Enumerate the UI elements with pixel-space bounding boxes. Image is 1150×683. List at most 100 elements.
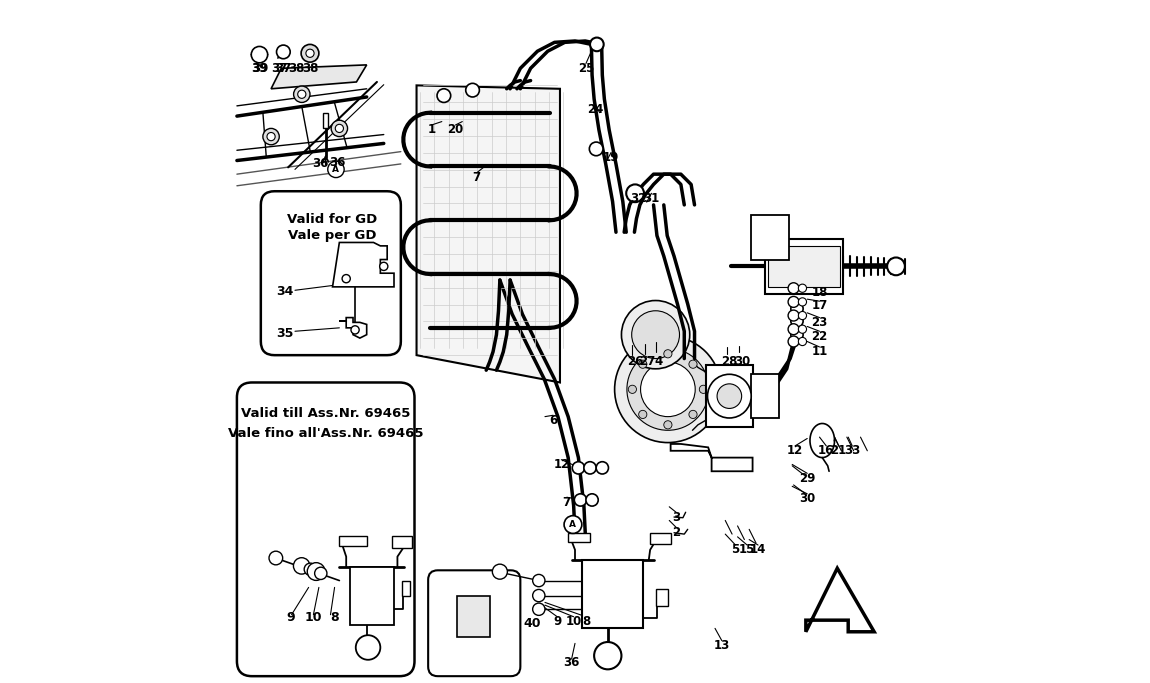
Circle shape	[798, 311, 806, 320]
Bar	[339, 536, 367, 546]
Text: 3: 3	[672, 510, 680, 524]
Circle shape	[689, 410, 697, 419]
Polygon shape	[332, 242, 394, 287]
Bar	[650, 533, 670, 544]
Text: 17: 17	[812, 299, 828, 313]
Polygon shape	[670, 444, 752, 471]
Text: 4: 4	[654, 355, 662, 369]
Circle shape	[315, 567, 327, 579]
Circle shape	[664, 421, 672, 429]
Text: 31: 31	[643, 191, 660, 205]
Text: 6: 6	[549, 413, 558, 427]
Circle shape	[380, 262, 388, 270]
Text: 18: 18	[812, 285, 828, 299]
Circle shape	[689, 360, 697, 368]
Circle shape	[298, 90, 306, 98]
Circle shape	[492, 564, 507, 579]
Circle shape	[788, 296, 799, 307]
Circle shape	[573, 462, 584, 474]
Circle shape	[276, 45, 290, 59]
Circle shape	[306, 49, 314, 57]
Text: 37: 37	[275, 61, 291, 75]
Text: 36: 36	[312, 157, 329, 171]
Circle shape	[466, 83, 480, 97]
Polygon shape	[271, 65, 367, 89]
Bar	[765, 239, 843, 294]
Circle shape	[788, 324, 799, 335]
Circle shape	[532, 574, 545, 587]
Text: 38: 38	[289, 61, 305, 75]
Text: 29: 29	[799, 471, 815, 485]
Bar	[323, 113, 329, 128]
Text: 38: 38	[301, 61, 319, 75]
Text: 36: 36	[329, 156, 345, 169]
Text: 5: 5	[731, 543, 739, 557]
Circle shape	[305, 563, 316, 575]
Text: 9: 9	[553, 615, 561, 628]
Circle shape	[638, 410, 646, 419]
Text: 1: 1	[428, 123, 436, 137]
Text: 24: 24	[588, 102, 604, 116]
Circle shape	[887, 257, 905, 275]
Bar	[392, 536, 413, 548]
Text: 28: 28	[721, 355, 737, 369]
Text: 13: 13	[714, 639, 730, 652]
Circle shape	[621, 301, 690, 369]
Text: 10: 10	[566, 615, 582, 628]
Circle shape	[798, 325, 806, 333]
Text: 37: 37	[271, 61, 288, 75]
Circle shape	[788, 283, 799, 294]
Circle shape	[269, 551, 283, 565]
Circle shape	[798, 284, 806, 292]
Text: 33: 33	[844, 444, 860, 458]
Circle shape	[595, 642, 621, 669]
Text: 25: 25	[577, 61, 595, 75]
Circle shape	[251, 46, 268, 63]
Circle shape	[707, 374, 751, 418]
Text: 23: 23	[812, 316, 828, 329]
Bar	[751, 215, 789, 260]
Text: A: A	[332, 165, 339, 174]
Circle shape	[351, 326, 359, 334]
Bar	[582, 560, 643, 628]
Bar	[401, 581, 409, 596]
FancyBboxPatch shape	[428, 570, 520, 676]
Circle shape	[355, 635, 381, 660]
Text: Vale per GD: Vale per GD	[289, 229, 377, 242]
Circle shape	[791, 303, 803, 315]
Circle shape	[328, 161, 344, 178]
Text: 7: 7	[562, 495, 570, 509]
Circle shape	[788, 310, 799, 321]
Circle shape	[631, 311, 680, 359]
Text: 27: 27	[639, 355, 656, 369]
Circle shape	[293, 86, 310, 102]
Circle shape	[614, 336, 721, 443]
Text: 19: 19	[603, 150, 620, 164]
Circle shape	[638, 360, 646, 368]
Text: 39: 39	[253, 61, 269, 75]
FancyBboxPatch shape	[237, 382, 414, 676]
Circle shape	[718, 384, 742, 408]
Circle shape	[791, 329, 803, 341]
Circle shape	[641, 362, 696, 417]
Circle shape	[574, 494, 586, 506]
Circle shape	[586, 494, 598, 506]
FancyBboxPatch shape	[261, 191, 401, 355]
Text: A: A	[569, 520, 576, 529]
Circle shape	[532, 603, 545, 615]
Circle shape	[532, 589, 545, 602]
Circle shape	[627, 184, 644, 202]
Bar	[768, 246, 840, 287]
Bar	[751, 374, 779, 418]
Circle shape	[263, 128, 279, 145]
Text: 8: 8	[330, 611, 339, 624]
Bar	[568, 533, 590, 542]
Text: 8: 8	[582, 615, 590, 628]
Circle shape	[589, 142, 603, 156]
Text: 10: 10	[305, 611, 322, 624]
Circle shape	[798, 337, 806, 346]
Polygon shape	[339, 318, 367, 338]
Text: 21: 21	[830, 444, 846, 458]
Text: 36: 36	[564, 656, 580, 669]
Text: 9: 9	[286, 611, 294, 624]
